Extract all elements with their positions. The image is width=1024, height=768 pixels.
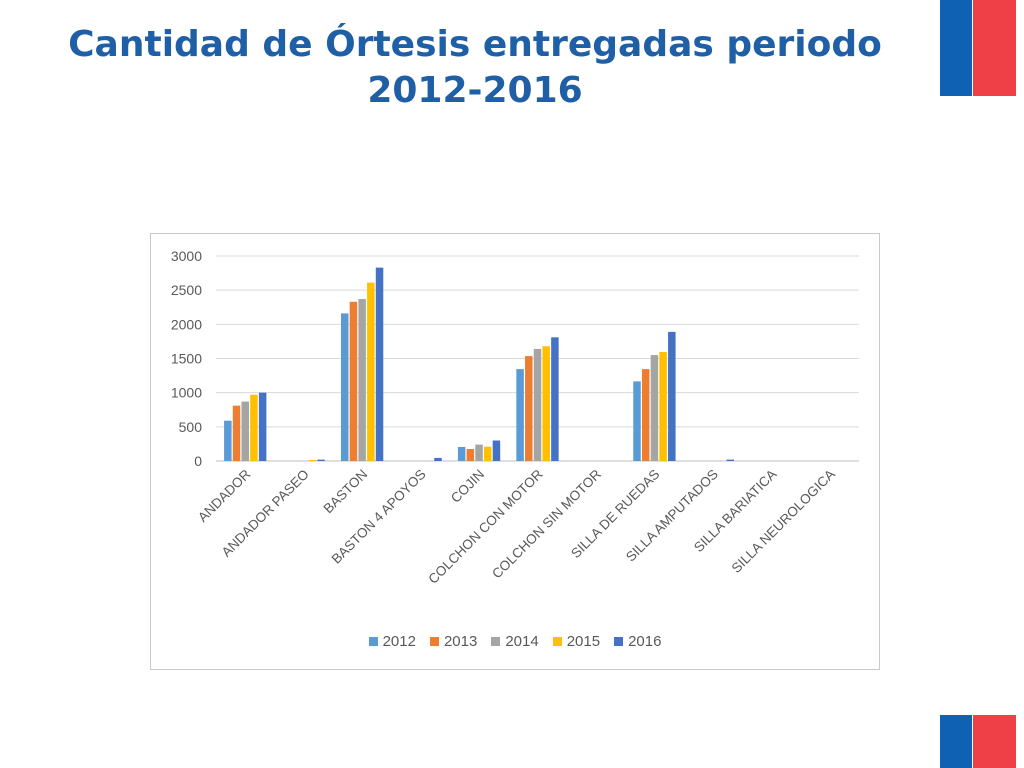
x-tick-label: BASTON — [321, 467, 371, 517]
bar-2015 — [308, 459, 317, 461]
bar-2012 — [224, 420, 232, 461]
y-tick-label: 3000 — [171, 248, 202, 264]
flag-red-stripe — [973, 0, 1016, 96]
legend-label: 2014 — [505, 633, 539, 650]
bar-2013 — [232, 405, 241, 461]
y-tick-label: 500 — [179, 419, 203, 435]
bar-2015 — [250, 394, 258, 461]
bar-2013 — [525, 356, 533, 461]
legend-label: 2015 — [566, 633, 601, 650]
legend-swatch — [552, 637, 562, 646]
legend-swatch — [368, 637, 378, 646]
x-tick-label: COLCHON CON MOTOR — [425, 466, 545, 586]
bar-2014 — [358, 299, 366, 461]
bar-2013 — [466, 449, 475, 461]
bar-2016 — [668, 331, 676, 461]
bar-2013 — [641, 369, 650, 461]
legend-label: 2016 — [628, 633, 662, 650]
slide-title-line2: 2012-2016 — [367, 70, 583, 111]
bar-2016 — [726, 459, 735, 461]
legend-item: 2015 — [552, 633, 601, 650]
legend-item: 2013 — [429, 633, 478, 650]
bar-2012 — [516, 369, 524, 461]
legend-label: 2013 — [443, 633, 478, 650]
x-tick-label: COJIN — [448, 467, 487, 506]
bar-2013 — [349, 301, 358, 461]
bar-2016 — [258, 392, 267, 461]
bar-2014 — [650, 355, 659, 461]
y-tick-label: 1000 — [171, 385, 202, 401]
y-tick-label: 1500 — [171, 351, 202, 367]
bar-2016 — [317, 459, 325, 461]
bar-2015 — [659, 352, 667, 461]
x-tick-label: ANDADOR — [195, 466, 254, 525]
bar-2016 — [434, 457, 442, 461]
bar-2014 — [533, 348, 542, 461]
flag-blue-stripe — [940, 0, 973, 96]
legend-item: 2016 — [614, 633, 661, 650]
legend-item: 2014 — [491, 633, 539, 650]
bar-2015 — [483, 446, 492, 461]
y-tick-label: 0 — [194, 453, 202, 469]
bar-2014 — [241, 401, 249, 461]
slide-title-line1: Cantidad de Órtesis entregadas periodo — [68, 24, 882, 65]
legend-swatch — [491, 637, 501, 646]
bar-2016 — [492, 440, 501, 461]
flag-decoration-top — [940, 0, 1016, 96]
legend-label: 2012 — [382, 633, 416, 650]
x-tick-label: COLCHON SIN MOTOR — [489, 466, 604, 581]
y-tick-label: 2500 — [171, 282, 202, 298]
slide-title: Cantidad de Órtesis entregadas periodo 2… — [0, 22, 950, 114]
bar-2012 — [457, 446, 466, 461]
x-tick-label: SILLA NEUROLOGICA — [729, 467, 838, 576]
bar-2012 — [633, 381, 641, 461]
bar-2015 — [367, 282, 375, 461]
legend-item: 2012 — [368, 633, 416, 650]
flag-blue-stripe — [940, 715, 973, 768]
bar-2016 — [375, 267, 384, 461]
bar-2016 — [551, 337, 559, 461]
flag-red-stripe — [973, 715, 1016, 768]
legend-swatch — [614, 637, 624, 646]
chart-legend: 2012 2013 2014 2015 2016 — [151, 633, 879, 650]
y-tick-label: 2000 — [171, 316, 202, 332]
bar-2015 — [542, 346, 550, 461]
bar-2014 — [475, 444, 483, 461]
legend-swatch — [429, 637, 439, 646]
chart-container: 0 500 1000 1500 2000 2500 3000 ANDADOR ANDADOR P… — [150, 233, 880, 670]
flag-decoration-bottom — [940, 715, 1016, 768]
bar-2012 — [340, 313, 349, 461]
